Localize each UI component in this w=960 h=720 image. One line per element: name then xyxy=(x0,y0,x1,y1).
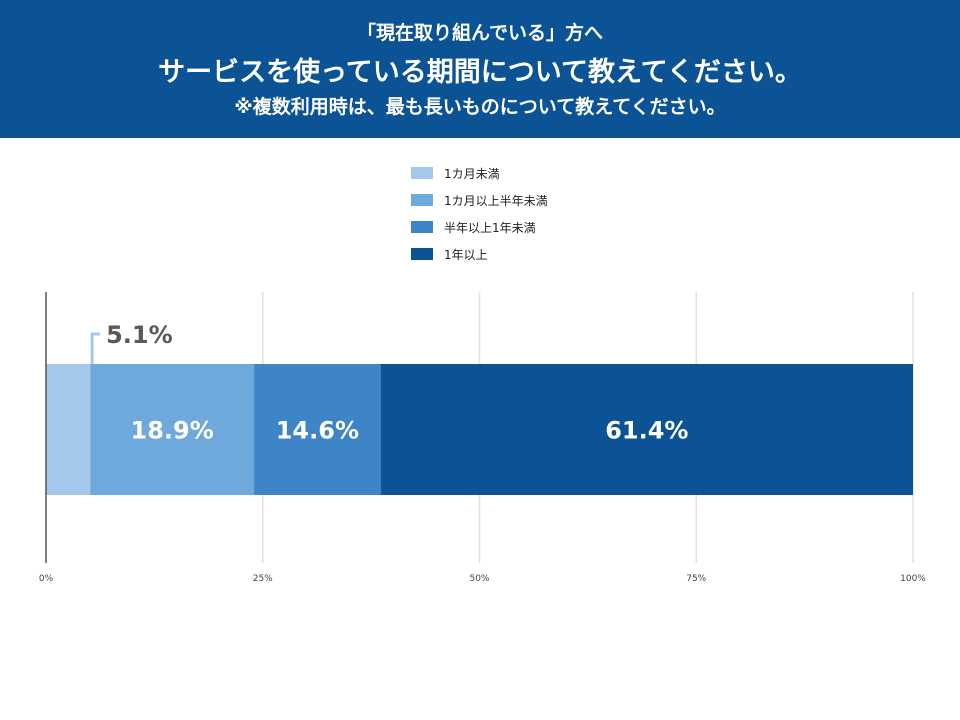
bar-segment-3 xyxy=(380,364,913,495)
title-line-2: サービスを使っている期間について教えてください。 xyxy=(158,57,802,88)
bar-segment-1 xyxy=(90,364,255,495)
legend-label-0: 1カ月未満 xyxy=(444,167,500,181)
leader-line-0 xyxy=(90,332,101,364)
bar-segment-2 xyxy=(254,364,381,495)
bar-segment-0 xyxy=(46,364,91,495)
data-label-1: 18.9% xyxy=(131,417,214,445)
data-label-0: 5.1% xyxy=(106,321,173,349)
legend-swatch-2 xyxy=(411,221,433,233)
x-tick-label-4: 100% xyxy=(900,574,926,584)
legend-label-1: 1カ月以上半年未満 xyxy=(444,194,548,208)
legend-swatch-1 xyxy=(411,194,433,206)
x-tick-label-0: 0% xyxy=(39,574,54,584)
x-tick-label-2: 50% xyxy=(469,574,489,584)
title-banner: 「現在取り組んでいる」方へ サービスを使っている期間について教えてください。 ※… xyxy=(0,0,960,138)
stacked-bar-chart: 0% 25% 50% 75% 100% 5.1% 18.9% 14.6% 61.4% xyxy=(39,292,926,584)
legend-label-2: 半年以上1年未満 xyxy=(444,221,536,235)
legend-swatch-0 xyxy=(411,167,433,179)
data-label-2: 14.6% xyxy=(276,417,359,445)
x-tick-label-3: 75% xyxy=(686,574,706,584)
title-line-1: 「現在取り組んでいる」方へ xyxy=(356,22,604,44)
x-tick-label-1: 25% xyxy=(253,574,273,584)
title-line-3: ※複数利用時は、最も長いものについて教えてください。 xyxy=(234,96,726,118)
data-label-3: 61.4% xyxy=(605,417,688,445)
legend-swatch-3 xyxy=(411,248,433,260)
legend-label-3: 1年以上 xyxy=(444,248,488,262)
